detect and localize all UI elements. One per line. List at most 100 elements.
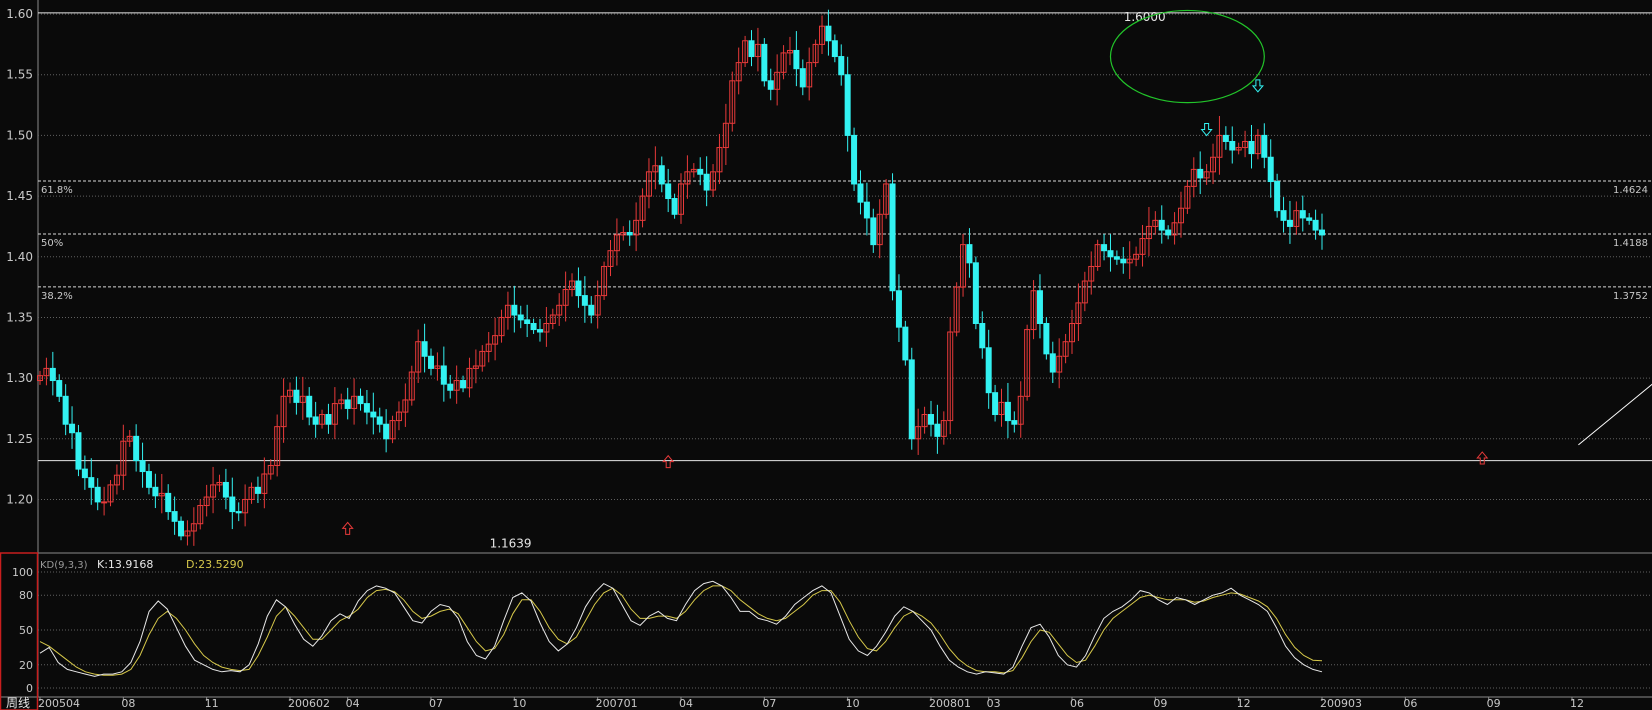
candle-up [1293,210,1300,227]
candle-down [1286,219,1293,227]
low-price-label: 1.1639 [490,536,532,550]
candle-down [145,471,152,488]
candle-up [37,375,43,382]
candle-up [729,80,736,124]
candle-down [838,56,845,76]
candle-up [158,492,165,497]
candle-up [1210,156,1217,173]
candle-up [120,440,127,476]
candle-up [1139,238,1146,255]
candle-down [1049,353,1056,373]
candle-down [511,304,518,316]
candle-up [940,420,947,437]
top-pattern-ellipse [1109,9,1265,104]
x-tick-label: 08 [121,697,135,710]
support-trendline [1578,383,1652,446]
candle-down [697,168,704,175]
candle-down [985,347,992,394]
kd-tick-label: 100 [12,566,33,579]
kd-lines [39,580,1323,677]
candle-up [1171,222,1178,236]
kd-tick-label: 20 [19,659,33,672]
fib-level-label: 50% [41,238,63,249]
x-tick-label: 06 [1403,697,1417,710]
price-tick-label: 1.60 [6,7,33,21]
candle-down [1043,323,1050,355]
candle-down [536,329,543,333]
candle-down [1113,256,1120,260]
candle-down [139,460,146,473]
candle-down [171,511,178,522]
kd-indicator-panel: KD(9,3,3) K:13.9168 D:23.5290 [40,558,244,571]
candle-up [319,414,326,425]
period-label: 周线 [6,696,30,710]
candle-up [613,234,620,252]
candle-up [735,62,742,82]
candle-up [1126,258,1133,264]
candle-up [947,331,954,422]
x-tick-label: 03 [987,697,1001,710]
price-y-axis: 1.20 1.25 1.30 1.35 1.40 1.45 1.50 1.55 1.60 [6,7,33,506]
candle-up [812,43,819,64]
x-tick-label: 11 [205,697,219,710]
candle-down [588,304,595,316]
kd-k-value: K:13.9168 [97,558,153,571]
candle-up [267,464,274,475]
x-tick-label: 07 [429,697,443,710]
candle-down [229,496,236,513]
candle-down [235,511,242,514]
candle-up [261,473,268,494]
candle-down [671,198,678,215]
candle-down [658,165,665,185]
candle-down [581,295,588,306]
candle-down [152,486,159,497]
candle-up [690,168,697,173]
x-tick-label: 200701 [596,697,638,710]
x-tick-label: 12 [1237,697,1251,710]
candle-up [472,365,479,369]
x-tick-label: 04 [679,697,693,710]
candle-up [184,530,191,537]
candle-down [293,389,300,403]
candle-up [286,389,293,397]
fibonacci-levels: 61.8% 1.4624 50% 1.4188 38.2% 1.3752 [38,180,1652,302]
x-tick-label: 09 [1153,697,1167,710]
candle-down [383,423,390,440]
candle-down [56,380,63,397]
candle-up [1062,341,1069,357]
candle-up [1094,244,1101,267]
x-tick-label: 10 [846,697,860,710]
candle-down [979,323,986,349]
candle-down [376,416,383,425]
candle-down [222,481,229,498]
candle-up [953,286,960,333]
candle-down [844,74,851,136]
candle-up [466,367,473,389]
candle-up [1088,265,1095,282]
fib-level-label: 61.8% [41,185,73,196]
candle-up [1069,323,1076,343]
candle-down [94,486,101,503]
candle-up [280,395,287,428]
candle-down [1267,156,1274,183]
candle-up [633,219,640,236]
candle-down [428,355,435,369]
candle-down [703,173,710,191]
candle-up [101,501,108,504]
candle-up [607,250,614,267]
candle-up [722,122,729,149]
candle-up [453,380,460,391]
candle-up [248,486,255,500]
candle-down [748,40,755,58]
candle-up [242,498,249,514]
down-arrow-icon [1251,79,1264,93]
price-candles [37,9,1325,546]
price-tick-label: 1.30 [6,371,33,385]
candle-up [1056,355,1063,373]
candle-down [992,392,999,416]
candle-up [492,335,499,345]
candle-up [569,280,576,291]
candle-down [799,68,806,88]
high-low-lines [38,12,1652,462]
candle-up [1152,219,1159,227]
